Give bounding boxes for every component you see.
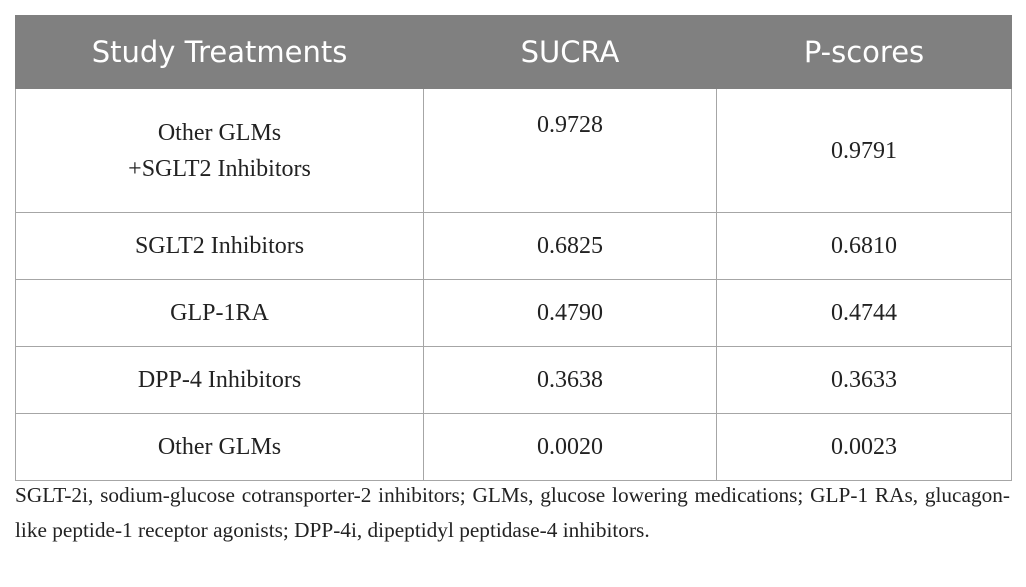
results-table: Study Treatments SUCRA P-scores Other GLMs…: [15, 15, 1012, 481]
table-row: Other GLMs 0.0020 0.0023: [15, 413, 1012, 481]
table-cell: 0.0020: [423, 413, 717, 481]
table-cell: 0.4790: [423, 279, 717, 347]
footnote: SGLT-2i, sodium-glucose cotransporter-2 …: [15, 483, 1010, 542]
table-cell: 0.6810: [716, 212, 1012, 280]
header-cell: P-scores: [716, 15, 1012, 89]
table-row: GLP-1RA 0.4790 0.4744: [15, 279, 1012, 347]
table-row: Other GLMs +SGLT2 Inhibitors 0.9728 0.9791: [15, 88, 1012, 213]
table-row: SGLT2 Inhibitors 0.6825 0.6810: [15, 212, 1012, 280]
table-cell: Other GLMs +SGLT2 Inhibitors: [15, 88, 424, 213]
table-cell: 0.4744: [716, 279, 1012, 347]
table-cell: GLP-1RA: [15, 279, 424, 347]
table-cell: SGLT2 Inhibitors: [15, 212, 424, 280]
table-cell: 0.9728: [423, 88, 717, 213]
table-cell: 0.0023: [716, 413, 1012, 481]
header-cell: Study Treatments: [15, 15, 424, 89]
table-cell: Other GLMs: [15, 413, 424, 481]
table-cell: DPP-4 Inhibitors: [15, 346, 424, 414]
table-cell: 0.3633: [716, 346, 1012, 414]
header-row: Study Treatments SUCRA P-scores: [15, 15, 1012, 89]
header-cell: SUCRA: [423, 15, 717, 89]
table-row: DPP-4 Inhibitors 0.3638 0.3633: [15, 346, 1012, 414]
table-cell: 0.6825: [423, 212, 717, 280]
table-cell: 0.9791: [716, 88, 1012, 213]
cell-line: Other GLMs: [157, 119, 282, 146]
table-cell: 0.3638: [423, 346, 717, 414]
cell-line: +SGLT2 Inhibitors: [128, 155, 311, 182]
